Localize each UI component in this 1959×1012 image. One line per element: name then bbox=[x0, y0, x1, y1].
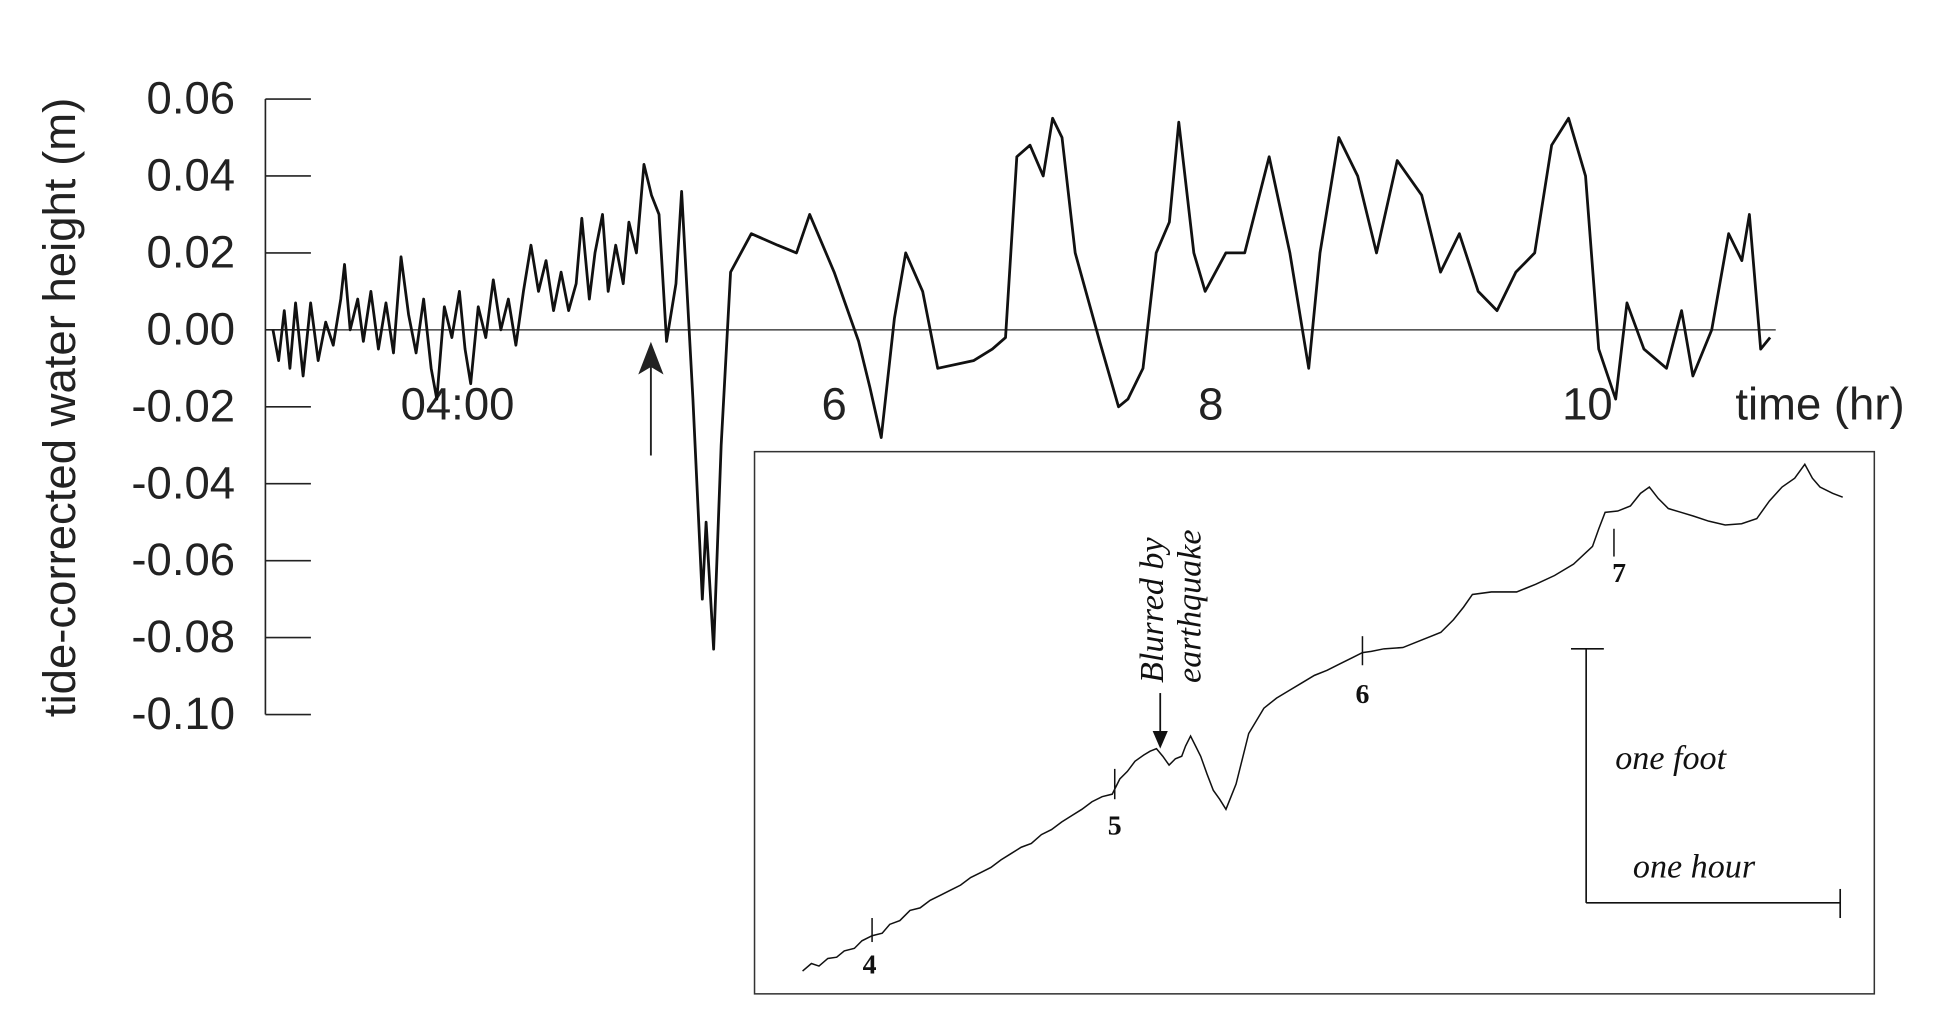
x-tick-label: 8 bbox=[1198, 378, 1223, 429]
y-tick-label: 0.00 bbox=[147, 303, 236, 354]
y-tick-label: 0.06 bbox=[147, 73, 236, 124]
inset: 4 5 6 7 Blurred by earthquake one foot o… bbox=[753, 450, 1876, 995]
x-axis-label: time (hr) bbox=[1735, 378, 1904, 429]
y-tick-label: 0.04 bbox=[147, 150, 236, 201]
y-tick-label: 0.02 bbox=[147, 226, 236, 277]
y-tick-label: -0.06 bbox=[131, 534, 235, 585]
inset-hour-label: 6 bbox=[1355, 679, 1369, 710]
inset-annotation: earthquake bbox=[1172, 529, 1209, 682]
scale-label: one foot bbox=[1615, 740, 1727, 777]
inset-frame bbox=[753, 450, 1876, 995]
event-arrow bbox=[638, 341, 664, 456]
inset-hour-label: 4 bbox=[863, 950, 877, 981]
y-tick-label: -0.04 bbox=[131, 457, 235, 508]
x-tick-label: 10 bbox=[1562, 378, 1613, 429]
x-tick-label: 04:00 bbox=[401, 378, 515, 429]
scale-label: one hour bbox=[1633, 849, 1756, 886]
x-tick-label: 6 bbox=[822, 378, 847, 429]
y-tick-label: -0.08 bbox=[131, 611, 235, 662]
inset-annotation: Blurred by bbox=[1134, 537, 1171, 683]
scale-bar bbox=[1570, 647, 1842, 919]
y-axis-label: tide-corrected water height (m) bbox=[34, 98, 85, 717]
inset-hour-label: 7 bbox=[1612, 558, 1626, 589]
inset-trace bbox=[802, 462, 1843, 972]
data-line bbox=[271, 116, 1772, 651]
y-tick-label: -0.10 bbox=[131, 688, 235, 739]
inset-hour-label: 5 bbox=[1108, 811, 1122, 842]
y-tick-label: -0.02 bbox=[131, 380, 235, 431]
